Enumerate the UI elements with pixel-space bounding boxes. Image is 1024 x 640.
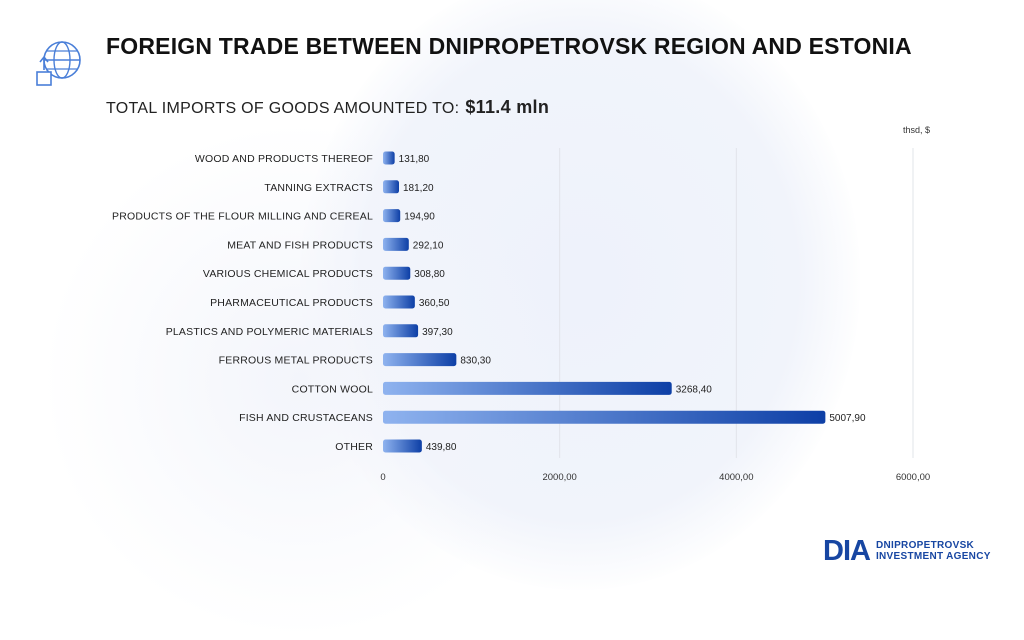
category-label: FISH AND CRUSTACEANS: [239, 412, 373, 424]
category-label: PRODUCTS OF THE FLOUR MILLING AND CEREAL: [112, 211, 373, 223]
dia-logo: DIA DNIPROPETROVSK INVESTMENT AGENCY: [823, 535, 991, 567]
bars-layer: [383, 151, 826, 453]
page-title: FOREIGN TRADE BETWEEN DNIPROPETROVSK REG…: [106, 33, 912, 59]
bar-chart: 0 2000,00 4000,00 6000,00 WOOD AND PRODUCTS …: [112, 148, 930, 483]
labels-layer: 0 2000,00 4000,00 6000,00 WOOD AND PRODUCTS …: [112, 153, 930, 483]
grid-layer: [559, 148, 914, 458]
data-label: 3268,40: [676, 384, 713, 395]
units-label: thsd, $: [903, 125, 931, 135]
subtitle-prefix: TOTAL IMPORTS OF GOODS AMOUNTED TO:: [106, 100, 460, 117]
bar: [383, 180, 400, 194]
data-label: 194,90: [404, 212, 435, 223]
bar: [383, 410, 826, 424]
bar: [383, 151, 395, 165]
bar: [383, 237, 409, 251]
globe-trade-icon: [36, 41, 81, 86]
category-label: OTHER: [335, 441, 373, 453]
subtitle-amount: $11.4 mln: [465, 97, 550, 117]
data-label: 360,50: [419, 298, 450, 309]
data-label: 181,20: [403, 183, 434, 194]
category-label: WOOD AND PRODUCTS THEREOF: [195, 153, 373, 165]
x-tick-label: 6000,00: [896, 472, 930, 483]
data-label: 5007,90: [829, 413, 866, 424]
page-subtitle: TOTAL IMPORTS OF GOODS AMOUNTED TO: $11.4…: [106, 97, 549, 118]
logo-text: DNIPROPETROVSK INVESTMENT AGENCY: [876, 540, 991, 562]
category-label: TANNING EXTRACTS: [264, 182, 373, 194]
bar: [383, 353, 457, 367]
bar: [383, 209, 401, 223]
category-label: VARIOUS CHEMICAL PRODUCTS: [203, 268, 373, 280]
bar: [383, 381, 672, 395]
logo-line-1: DNIPROPETROVSK: [875, 540, 975, 551]
data-label: 308,80: [414, 269, 445, 280]
bar: [383, 439, 422, 453]
category-label: PLASTICS AND POLYMERIC MATERIALS: [166, 326, 373, 338]
x-tick-label: 2000,00: [542, 472, 576, 483]
data-label: 830,30: [460, 356, 491, 367]
category-label: FERROUS METAL PRODUCTS: [219, 355, 373, 367]
data-label: 397,30: [422, 327, 453, 338]
bar: [383, 324, 419, 338]
x-tick-label: 0: [380, 472, 385, 483]
data-label: 439,80: [426, 442, 457, 453]
bar: [383, 266, 411, 280]
data-label: 292,10: [413, 240, 444, 251]
category-label: MEAT AND FISH PRODUCTS: [227, 239, 373, 251]
logo-mark: DIA: [823, 534, 871, 567]
background-circle-secondary: [40, 120, 560, 640]
category-label: COTTON WOOL: [292, 383, 373, 395]
data-label: 131,80: [399, 154, 430, 165]
category-label: PHARMACEUTICAL PRODUCTS: [210, 297, 373, 309]
x-tick-label: 4000,00: [719, 472, 753, 483]
logo-line-2: INVESTMENT AGENCY: [875, 551, 991, 562]
bar: [383, 295, 415, 309]
